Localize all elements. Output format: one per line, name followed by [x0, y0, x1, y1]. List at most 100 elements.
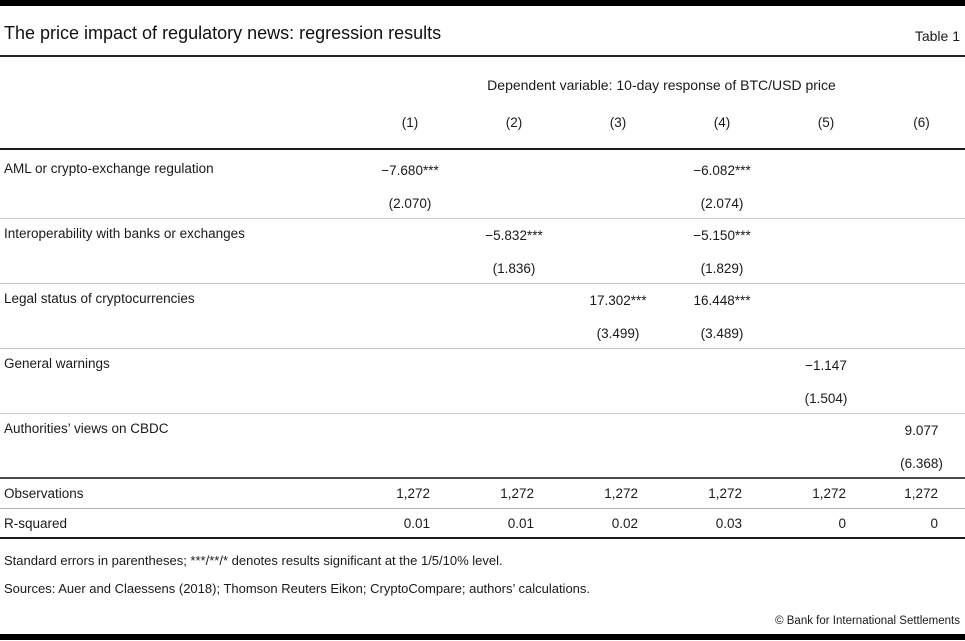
coef-value — [462, 414, 566, 447]
std-error — [566, 252, 670, 284]
cell-group — [774, 414, 878, 479]
row-label-observations: Observations — [4, 486, 84, 501]
cell-group — [462, 284, 566, 349]
r-squared-row: R-squared 0.01 0.01 0.02 0.03 0 0 — [0, 509, 965, 539]
std-error: (2.070) — [388, 195, 432, 211]
cell-group — [566, 414, 670, 479]
coef-value: 9.077 — [904, 423, 939, 438]
bottom-rule-bar — [0, 634, 965, 640]
significance-footnote: Standard errors in parentheses; ***/**/*… — [4, 553, 503, 568]
table-number-label: Table 1 — [914, 28, 960, 44]
std-error — [774, 187, 878, 219]
cell-group: 17.302*** (3.499) — [566, 284, 670, 349]
column-header-1: (1) — [401, 115, 419, 130]
observations-value: 1,272 — [500, 486, 534, 501]
cell-group: −7.680*** (2.070) — [358, 154, 462, 219]
cell-group — [878, 349, 965, 414]
std-error — [462, 317, 566, 349]
std-error: (1.836) — [492, 260, 536, 276]
std-error: (1.829) — [700, 260, 744, 276]
cell-group — [774, 219, 878, 284]
title-row: The price impact of regulatory news: reg… — [0, 6, 965, 57]
std-error — [670, 447, 774, 479]
table-row: AML or crypto-exchange regulation −7.680… — [0, 150, 965, 219]
cell-group: −1.147 (1.504) — [774, 349, 878, 414]
std-error — [774, 252, 878, 284]
r-squared-value: 0.03 — [715, 515, 742, 531]
cell-group — [462, 349, 566, 414]
row-label-general-warnings: General warnings — [4, 356, 110, 371]
std-error: (6.368) — [900, 455, 943, 471]
coef-value: −7.680*** — [381, 163, 439, 178]
cell-group — [670, 349, 774, 414]
std-error: (2.074) — [700, 195, 744, 211]
footnotes: Standard errors in parentheses; ***/**/*… — [0, 539, 965, 597]
cell-group — [358, 219, 462, 284]
top-rule-bar — [0, 0, 965, 6]
observations-value: 1,272 — [396, 486, 430, 501]
dependent-variable-row: Dependent variable: 10-day response of B… — [0, 57, 965, 97]
coef-value — [358, 219, 462, 252]
coef-value — [566, 414, 670, 447]
std-error: (3.499) — [596, 325, 640, 341]
cell-group — [878, 219, 965, 284]
std-error — [358, 317, 462, 349]
observations-value: 1,272 — [604, 486, 638, 501]
row-label-cbdc: Authorities’ views on CBDC — [4, 421, 169, 436]
coef-value — [774, 284, 878, 317]
cell-group — [462, 414, 566, 479]
coef-value — [462, 154, 566, 187]
cell-group — [566, 219, 670, 284]
r-squared-value: 0 — [930, 515, 938, 531]
std-error — [878, 252, 965, 284]
coef-value: −6.082*** — [693, 163, 751, 178]
coef-value — [566, 219, 670, 252]
r-squared-value: 0 — [838, 515, 846, 531]
cell-group — [566, 349, 670, 414]
cell-group — [358, 349, 462, 414]
coef-value — [358, 284, 462, 317]
std-error — [878, 317, 965, 349]
coef-value — [878, 154, 965, 187]
cell-group — [462, 154, 566, 219]
row-label-r-squared: R-squared — [4, 515, 68, 531]
coef-value — [462, 349, 566, 382]
cell-group: −6.082*** (2.074) — [670, 154, 774, 219]
cell-group: 16.448*** (3.489) — [670, 284, 774, 349]
std-error — [774, 447, 878, 479]
r-squared-value: 0.02 — [611, 515, 638, 531]
cell-group: −5.832*** (1.836) — [462, 219, 566, 284]
coef-value — [358, 349, 462, 382]
table-row: General warnings −1.147 (1.504) — [0, 349, 965, 414]
table-row: Legal status of cryptocurrencies 17.302*… — [0, 284, 965, 349]
observations-value: 1,272 — [708, 486, 742, 501]
coef-value: 16.448*** — [693, 293, 751, 308]
coef-value: −5.832*** — [485, 228, 543, 243]
column-header-spacer — [0, 97, 358, 148]
std-error — [566, 187, 670, 219]
table-row: Interoperability with banks or exchanges… — [0, 219, 965, 284]
cell-group — [774, 284, 878, 349]
column-header-4: (4) — [713, 115, 731, 130]
observations-row: Observations 1,272 1,272 1,272 1,272 1,2… — [0, 479, 965, 509]
coef-value: 17.302*** — [589, 293, 647, 308]
coef-value — [566, 349, 670, 382]
row-label-legal-status: Legal status of cryptocurrencies — [4, 291, 195, 306]
std-error — [878, 187, 965, 219]
std-error — [358, 252, 462, 284]
column-header-5: (5) — [817, 115, 835, 130]
coef-value — [878, 284, 965, 317]
coef-value — [774, 154, 878, 187]
cell-group — [358, 414, 462, 479]
std-error — [462, 187, 566, 219]
std-error: (1.504) — [804, 390, 848, 406]
dependent-variable-note: Dependent variable: 10-day response of B… — [487, 77, 836, 93]
std-error — [878, 382, 965, 414]
cell-group — [878, 284, 965, 349]
row-label-aml: AML or crypto-exchange regulation — [4, 161, 214, 176]
coef-value — [774, 414, 878, 447]
std-error — [358, 447, 462, 479]
coef-value — [878, 349, 965, 382]
coef-value — [670, 414, 774, 447]
coef-value — [358, 414, 462, 447]
